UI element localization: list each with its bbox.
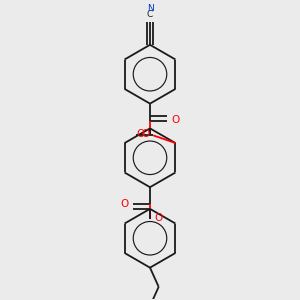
Text: O: O xyxy=(137,130,145,140)
Text: N: N xyxy=(147,4,153,13)
Text: O: O xyxy=(171,115,180,125)
Text: O: O xyxy=(154,213,163,223)
Text: C: C xyxy=(147,10,153,19)
Text: O: O xyxy=(120,199,129,208)
Text: O: O xyxy=(141,129,149,140)
